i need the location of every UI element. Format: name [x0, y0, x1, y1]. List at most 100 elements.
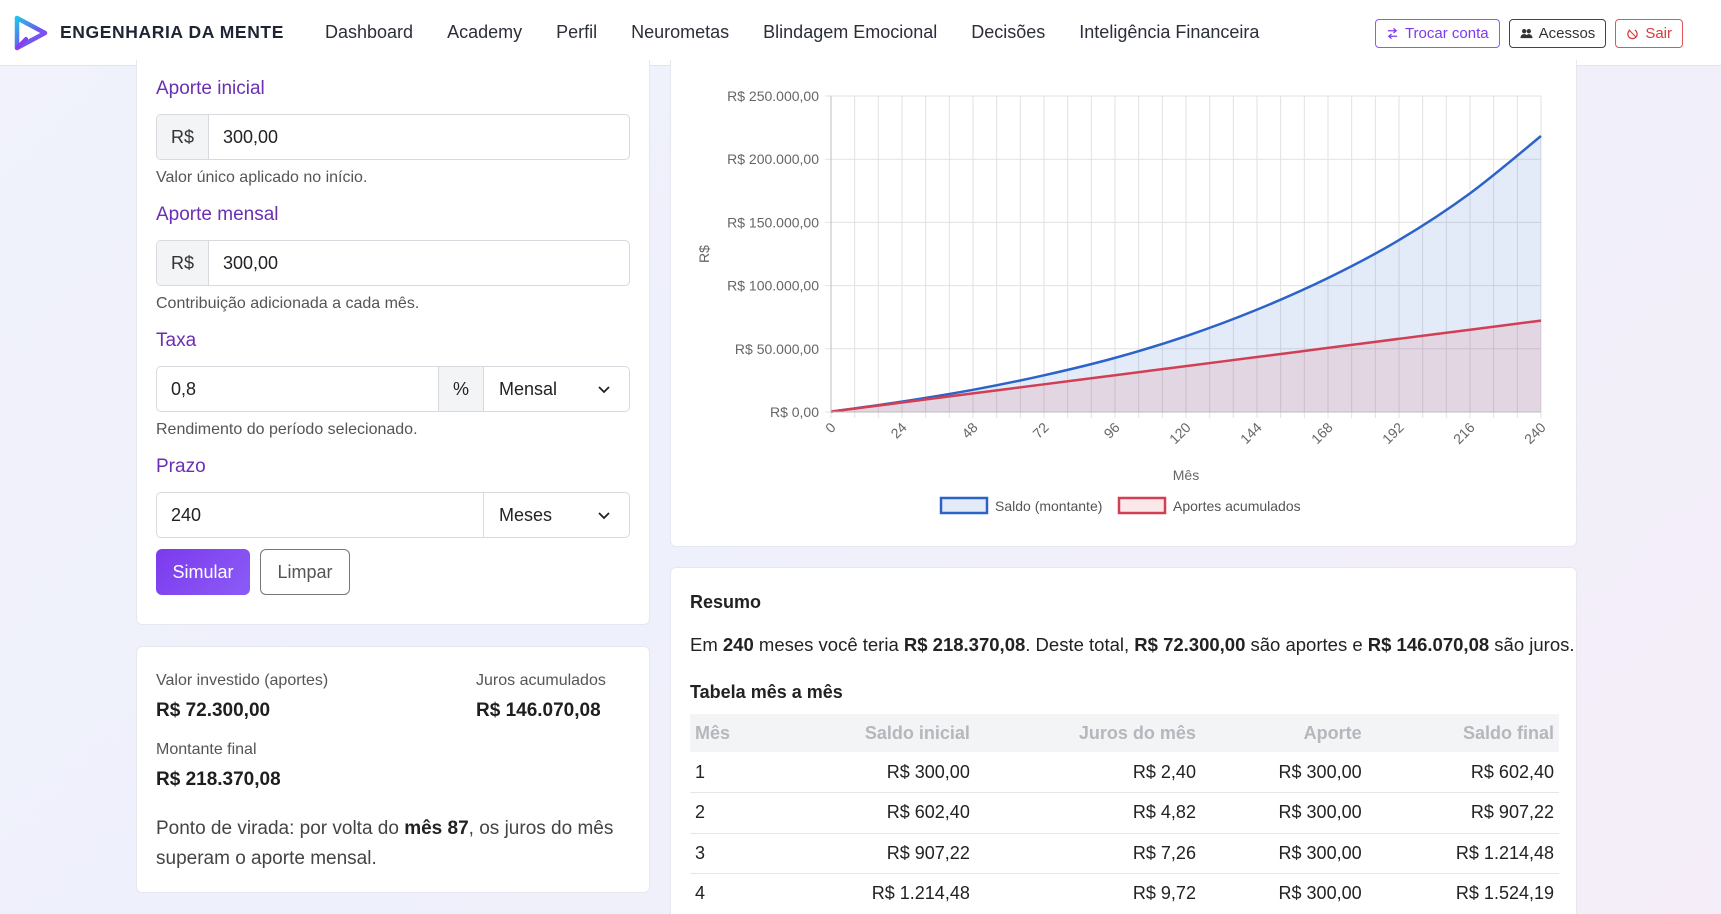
brand-name: ENGENHARIA DA MENTE	[60, 22, 284, 42]
table-cell: 3	[690, 833, 771, 874]
growth-chart: R$ 0,00 R$ 50.000,00 R$ 100.000,00 R$ 150.0…	[696, 88, 1549, 515]
term-unit-select[interactable]: Meses	[484, 493, 629, 537]
y-tick-label: R$ 0,00	[770, 404, 819, 420]
simulation-form-card: Aporte inicial R$ 300,00 Valor único apl…	[136, 60, 650, 625]
table-cell: R$ 1.524,19	[1366, 873, 1559, 914]
table-cell: R$ 9,72	[974, 873, 1201, 914]
legend-swatch	[1117, 496, 1167, 515]
logout-button[interactable]: Sair	[1615, 19, 1683, 48]
turning-point-month: mês 87	[404, 818, 469, 839]
summary-contributions: R$ 72.300,00	[1134, 634, 1246, 655]
legend-swatch	[939, 496, 989, 515]
nav-dashboard[interactable]: Dashboard	[325, 22, 414, 42]
x-tick-label: 144	[1237, 419, 1265, 447]
table-cell: R$ 1.214,48	[770, 873, 975, 914]
logout-label: Sair	[1645, 25, 1672, 42]
simulate-button[interactable]: Simular	[156, 549, 250, 595]
summary-interest: R$ 146.070,08	[1367, 634, 1490, 655]
y-tick-label: R$ 250.000,00	[727, 88, 819, 104]
table-row: 1 R$ 300,00 R$ 2,40 R$ 300,00 R$ 602,40	[690, 752, 1559, 793]
summary-title: Resumo	[690, 592, 762, 612]
summary-text-part: são juros.	[1489, 634, 1575, 655]
nav-decisoes[interactable]: Decisões	[971, 22, 1046, 42]
currency-prefix: R$	[157, 241, 209, 285]
access-button[interactable]: Acessos	[1508, 19, 1607, 48]
turning-point-text: Ponto de virada: por volta do	[156, 818, 405, 839]
nav-neurometas[interactable]: Neurometas	[631, 22, 730, 42]
summary-text-part: meses você teria	[753, 634, 904, 655]
nav-actions: Trocar conta Acessos Sair	[1374, 19, 1683, 48]
series-line	[830, 135, 1542, 413]
initial-contribution-field: R$ 300,00	[156, 114, 630, 160]
table-cell: R$ 300,00	[1200, 752, 1367, 793]
monthly-contribution-label: Aporte mensal	[156, 204, 279, 225]
x-tick-label: 72	[1029, 419, 1051, 441]
switch-account-label: Trocar conta	[1404, 25, 1489, 42]
currency-prefix: R$	[157, 115, 209, 159]
access-label: Acessos	[1538, 25, 1596, 42]
table-cell: R$ 4,82	[974, 792, 1201, 834]
monthly-contribution-input[interactable]: 300,00	[223, 252, 279, 273]
legend-label: Saldo (montante)	[995, 498, 1102, 514]
table-header-row: Mês Saldo inicial Juros do mês Aporte Sa…	[690, 714, 1559, 752]
table-cell: R$ 300,00	[1200, 833, 1367, 874]
brand[interactable]: ENGENHARIA DA MENTE	[12, 13, 284, 53]
rate-period-value: Mensal	[499, 378, 558, 399]
column-header: Juros do mês	[974, 714, 1201, 752]
nav-inteligencia-financeira[interactable]: Inteligência Financeira	[1079, 22, 1260, 42]
table-cell: 4	[690, 873, 771, 914]
table-cell: R$ 300,00	[1200, 792, 1367, 834]
swap-icon	[1387, 27, 1398, 40]
summary-total: R$ 218.370,08	[903, 634, 1026, 655]
initial-contribution-input[interactable]: 300,00	[223, 126, 279, 147]
y-tick-label: R$ 150.000,00	[727, 214, 819, 230]
rate-input[interactable]: 0,8	[171, 378, 197, 399]
table-cell: R$ 2,40	[974, 752, 1201, 793]
turning-point-note: Ponto de virada: por volta do mês 87, os…	[156, 814, 626, 874]
table-cell: R$ 300,00	[1200, 873, 1367, 914]
x-tick-label: 240	[1521, 419, 1549, 447]
switch-account-button[interactable]: Trocar conta	[1374, 19, 1500, 48]
interest-value: R$ 146.070,08	[476, 700, 601, 721]
term-field: 240 Meses	[156, 492, 630, 538]
users-icon	[1520, 29, 1533, 39]
column-header: Saldo inicial	[770, 714, 975, 752]
invested-value: R$ 72.300,00	[156, 700, 271, 721]
growth-chart-card: R$ 0,00 R$ 50.000,00 R$ 100.000,00 R$ 150.0…	[670, 60, 1577, 547]
rate-period-select[interactable]: Mensal	[484, 367, 629, 411]
monthly-contribution-field: R$ 300,00	[156, 240, 630, 286]
y-tick-label: R$ 50.000,00	[735, 341, 819, 357]
monthly-contribution-help: Contribuição adicionada a cada mês.	[156, 295, 420, 312]
monthly-table: Mês Saldo inicial Juros do mês Aporte Sa…	[690, 714, 1559, 914]
chevron-down-icon	[598, 512, 610, 520]
column-header: Saldo final	[1366, 714, 1559, 752]
table-cell: R$ 907,22	[770, 833, 975, 874]
x-tick-label: 168	[1308, 419, 1336, 447]
final-amount-label: Montante final	[156, 741, 257, 758]
interest-label: Juros acumulados	[476, 672, 606, 689]
legend-label: Aportes acumulados	[1173, 498, 1301, 514]
initial-contribution-help: Valor único aplicado no início.	[156, 169, 368, 186]
x-tick-label: 120	[1166, 419, 1194, 447]
term-input[interactable]: 240	[157, 493, 484, 537]
series-line	[830, 319, 1542, 413]
nav-academy[interactable]: Academy	[447, 22, 523, 42]
final-amount-value: R$ 218.370,08	[156, 769, 281, 790]
x-tick-label: 216	[1450, 419, 1478, 447]
table-row: 2 R$ 602,40 R$ 4,82 R$ 300,00 R$ 907,22	[690, 792, 1559, 834]
table-row: 4 R$ 1.214,48 R$ 9,72 R$ 300,00 R$ 1.524…	[690, 873, 1559, 914]
nav-perfil[interactable]: Perfil	[556, 22, 598, 42]
table-cell: R$ 7,26	[974, 833, 1201, 874]
nav-links: Dashboard Academy Perfil Neurometas Blin…	[308, 22, 1276, 43]
table-cell: R$ 1.214,48	[1366, 833, 1559, 874]
brand-logo-icon	[14, 15, 48, 50]
clear-button[interactable]: Limpar	[260, 549, 350, 595]
table-cell: R$ 907,22	[1366, 792, 1559, 834]
y-axis-title: R$	[696, 245, 712, 263]
table-cell: R$ 300,00	[770, 752, 975, 793]
nav-blindagem-emocional[interactable]: Blindagem Emocional	[763, 22, 938, 42]
term-unit-value: Meses	[499, 504, 553, 525]
table-cell: R$ 602,40	[770, 792, 975, 834]
summary-months: 240	[722, 634, 754, 655]
term-label: Prazo	[156, 456, 206, 477]
